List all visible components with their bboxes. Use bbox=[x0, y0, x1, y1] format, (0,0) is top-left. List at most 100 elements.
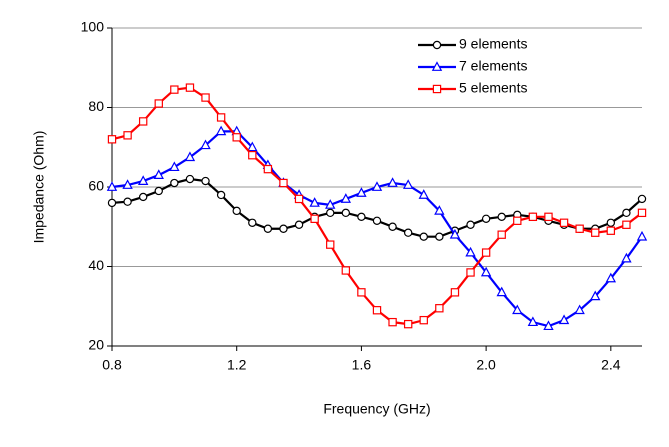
legend-marker bbox=[431, 61, 443, 71]
x-tick-label: 1.6 bbox=[352, 357, 372, 373]
data-point bbox=[356, 187, 367, 197]
data-point bbox=[263, 164, 273, 174]
data-point bbox=[279, 224, 288, 233]
data-point bbox=[590, 290, 601, 301]
x-tick-label: 2.4 bbox=[601, 357, 621, 373]
data-point bbox=[154, 99, 163, 108]
data-point bbox=[279, 178, 288, 188]
data-point bbox=[543, 320, 554, 331]
data-point bbox=[232, 206, 241, 216]
data-point bbox=[591, 228, 600, 237]
data-point bbox=[636, 230, 648, 241]
data-point bbox=[170, 85, 179, 94]
legend-label: 7 elements bbox=[459, 58, 527, 74]
data-point bbox=[201, 176, 210, 186]
legend-marker bbox=[432, 84, 442, 94]
data-point bbox=[200, 139, 211, 150]
data-point bbox=[497, 212, 506, 222]
y-tick-label: 60 bbox=[88, 178, 104, 194]
data-point bbox=[528, 212, 538, 222]
legend-label: 9 elements bbox=[459, 36, 527, 52]
data-point bbox=[559, 218, 569, 227]
data-point bbox=[621, 252, 632, 263]
x-tick-label: 2.0 bbox=[476, 357, 496, 373]
data-point bbox=[419, 232, 428, 241]
data-point bbox=[497, 230, 506, 239]
data-point bbox=[435, 304, 444, 313]
data-point bbox=[294, 194, 304, 204]
data-point bbox=[418, 189, 429, 199]
data-point bbox=[496, 286, 507, 297]
y-tick-label: 20 bbox=[88, 337, 104, 353]
data-point bbox=[575, 224, 584, 233]
data-point bbox=[107, 198, 117, 208]
data-point bbox=[605, 272, 617, 283]
data-point bbox=[558, 314, 570, 325]
data-point bbox=[153, 169, 164, 179]
data-point bbox=[387, 177, 398, 187]
y-axis-label: Impedance (Ohm) bbox=[31, 131, 47, 244]
data-point bbox=[637, 208, 647, 218]
data-point bbox=[170, 178, 179, 188]
data-point bbox=[310, 214, 319, 223]
data-point bbox=[622, 208, 631, 218]
data-point bbox=[247, 141, 258, 152]
data-point bbox=[357, 288, 366, 297]
data-point bbox=[232, 133, 241, 142]
data-point bbox=[216, 190, 226, 200]
data-point bbox=[606, 226, 616, 235]
y-tick-label: 40 bbox=[88, 257, 104, 273]
data-point bbox=[137, 175, 149, 185]
data-point bbox=[123, 131, 132, 140]
data-point bbox=[216, 113, 226, 122]
data-point bbox=[481, 214, 491, 223]
x-tick-label: 1.2 bbox=[227, 357, 247, 373]
data-point bbox=[154, 186, 163, 196]
data-point bbox=[544, 212, 553, 222]
series-line bbox=[111, 86, 643, 326]
data-point bbox=[480, 266, 492, 277]
data-point bbox=[215, 125, 227, 136]
data-point bbox=[341, 208, 351, 218]
data-point bbox=[527, 316, 539, 327]
x-axis-label: Frequency (GHz) bbox=[323, 401, 430, 417]
x-tick-label: 0.8 bbox=[102, 357, 122, 373]
data-point bbox=[465, 246, 476, 257]
data-point bbox=[340, 193, 352, 203]
data-point bbox=[371, 181, 383, 191]
data-point bbox=[403, 319, 413, 329]
legend-marker bbox=[432, 40, 442, 50]
data-point bbox=[466, 268, 475, 277]
data-point bbox=[341, 266, 351, 275]
data-point bbox=[388, 222, 397, 231]
data-point bbox=[419, 315, 428, 325]
y-tick-label: 80 bbox=[88, 98, 104, 114]
data-point bbox=[372, 216, 382, 225]
data-point bbox=[294, 220, 304, 229]
data-point bbox=[622, 220, 631, 229]
data-point bbox=[435, 232, 444, 241]
data-point bbox=[403, 228, 413, 237]
data-point bbox=[185, 83, 195, 92]
data-point bbox=[402, 179, 414, 189]
data-point bbox=[434, 205, 445, 215]
data-point bbox=[122, 179, 133, 189]
data-point bbox=[326, 208, 335, 218]
data-point bbox=[466, 220, 475, 229]
data-point bbox=[450, 288, 460, 297]
data-point bbox=[512, 304, 523, 315]
data-point bbox=[309, 197, 320, 207]
data-point bbox=[138, 117, 148, 126]
data-point bbox=[185, 174, 195, 184]
data-point bbox=[481, 248, 491, 257]
data-point bbox=[372, 306, 382, 315]
data-point bbox=[513, 216, 522, 225]
data-point bbox=[606, 218, 616, 227]
data-point bbox=[169, 161, 180, 172]
data-point bbox=[325, 199, 336, 209]
data-point bbox=[248, 218, 257, 227]
data-point bbox=[326, 240, 335, 249]
data-point bbox=[357, 212, 366, 222]
